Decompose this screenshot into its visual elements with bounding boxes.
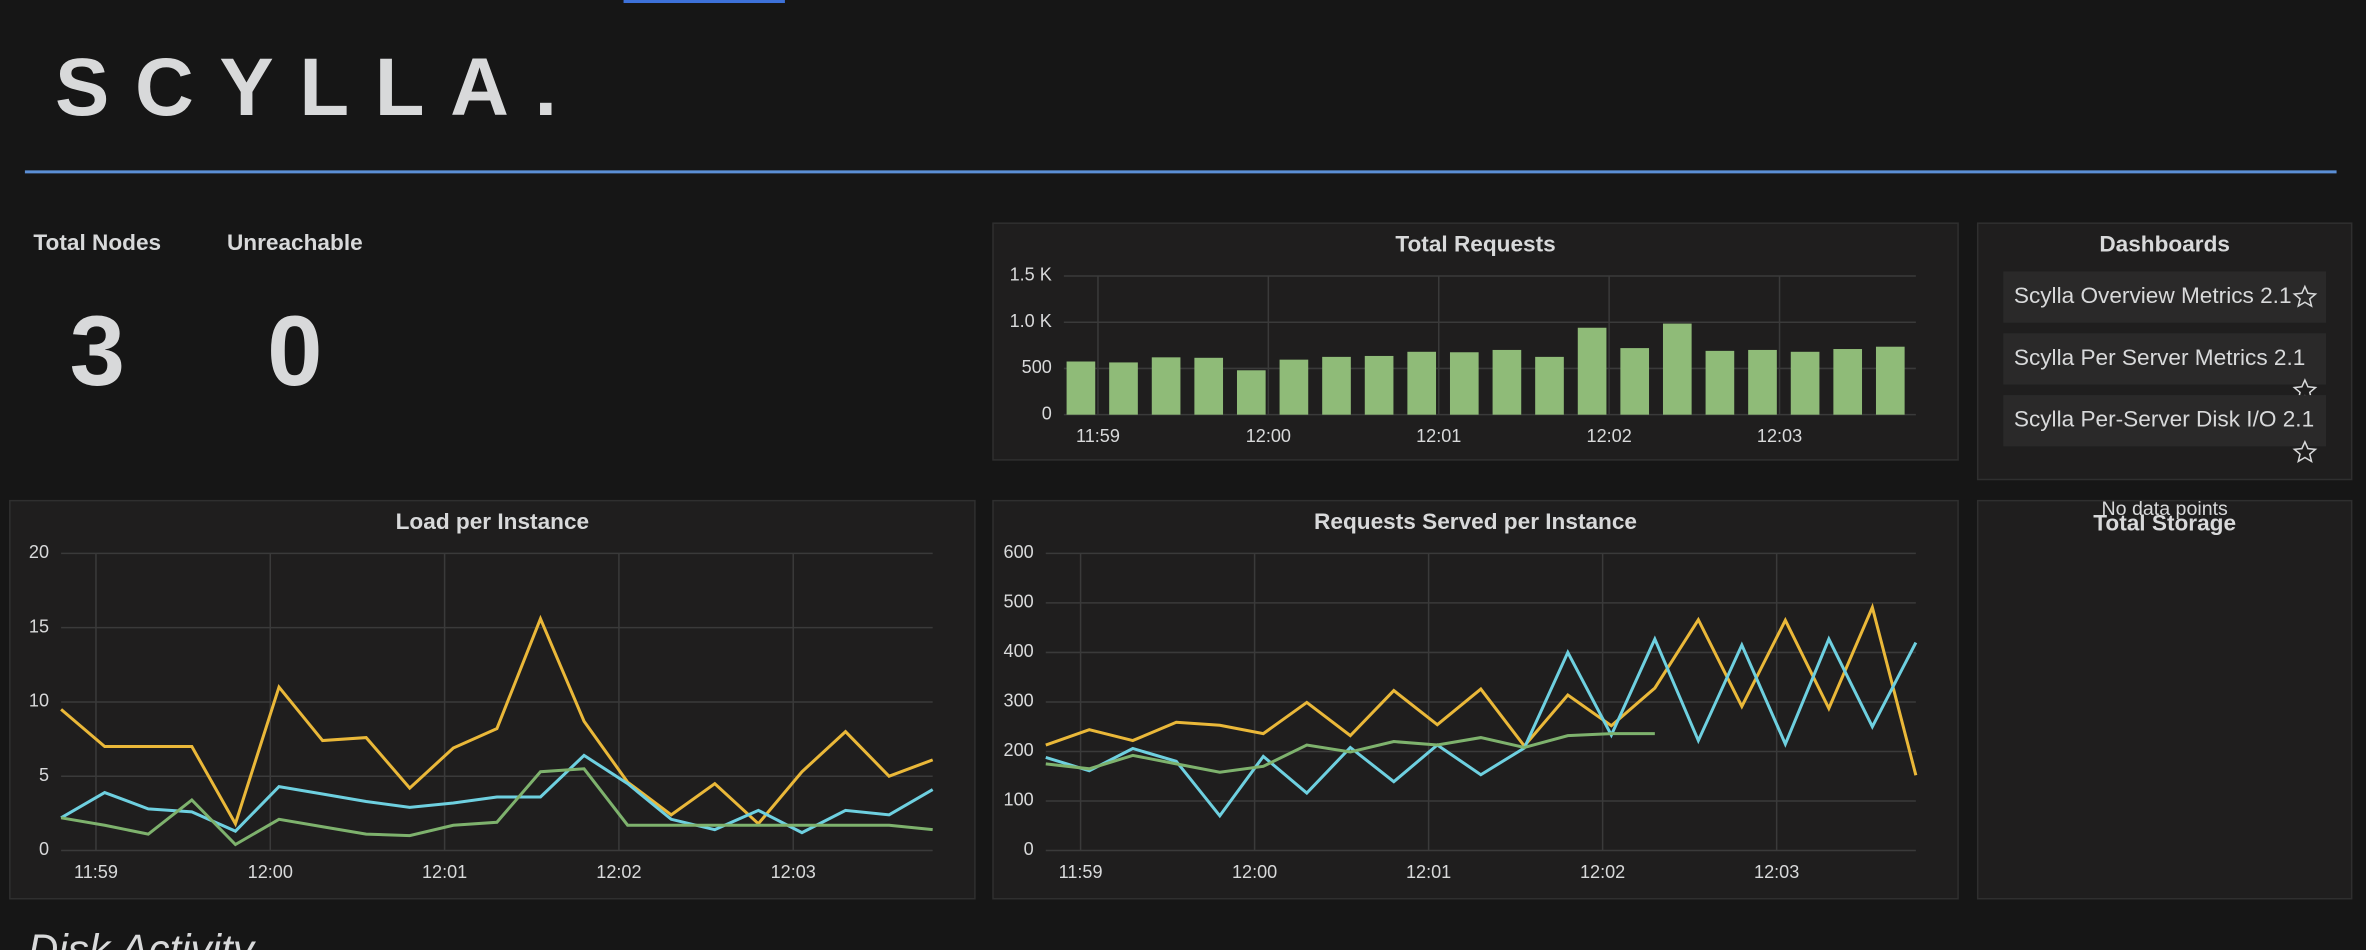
bar [1279, 359, 1309, 415]
y-tick-label: 1.0 K [1010, 311, 1052, 331]
y-tick-label: 500 [1004, 592, 1034, 612]
y-tick-label: 500 [1022, 357, 1052, 377]
x-tick-label: 12:02 [1587, 426, 1632, 446]
y-tick-label: 15 [29, 616, 49, 636]
series-line [1045, 602, 1918, 776]
y-tick-label: 0 [1042, 403, 1052, 423]
x-tick-label: 12:03 [1754, 862, 1799, 882]
y-tick-label: 300 [1004, 691, 1034, 711]
series-line [60, 767, 933, 847]
link-box[interactable] [2003, 395, 2327, 447]
x-tick-label: 12:03 [1757, 426, 1802, 446]
bar [1535, 356, 1564, 415]
panel-title: Total Storage [2093, 511, 2236, 536]
series-line [1045, 635, 1918, 819]
bar [1577, 327, 1607, 415]
x-tick-label: 12:01 [1406, 862, 1451, 882]
logo: SCYLLA. [55, 42, 583, 133]
y-tick-label: 600 [1004, 542, 1034, 562]
link-text[interactable]: Scylla Overview Metrics 2.1 [2014, 283, 2292, 308]
bar [1407, 351, 1437, 415]
chart-title: Load per Instance [396, 509, 589, 534]
chart-title: Requests Served per Instance [1314, 509, 1637, 534]
panel [992, 222, 1959, 461]
y-tick-label: 400 [1004, 641, 1034, 661]
top-accent [623, 0, 785, 4]
y-tick-label: 0 [39, 839, 49, 859]
bar [1705, 350, 1735, 415]
section-title: Disk Activity [28, 926, 257, 950]
chart-title: Total Requests [1395, 232, 1555, 257]
x-tick-label: 12:01 [422, 862, 467, 882]
x-tick-label: 12:00 [1246, 426, 1291, 446]
dashboard-link[interactable]: Scylla Overview Metrics 2.1 [2003, 271, 2327, 323]
bar [1790, 351, 1820, 415]
dashboard-link[interactable]: Scylla Per-Server Disk I/O 2.1 [2003, 395, 2327, 463]
x-tick-label: 12:00 [248, 862, 293, 882]
link-box[interactable] [2003, 271, 2327, 323]
star-icon[interactable] [2292, 439, 2318, 463]
x-tick-label: 11:59 [1059, 862, 1103, 882]
x-tick-label: 12:01 [1416, 426, 1461, 446]
link-text[interactable]: Scylla Per Server Metrics 2.1 [2014, 345, 2306, 370]
panel [992, 499, 1959, 900]
series-line [1045, 732, 1655, 774]
x-tick-label: 12:00 [1232, 862, 1277, 882]
x-tick-label: 12:03 [771, 862, 816, 882]
link-text[interactable]: Scylla Per-Server Disk I/O 2.1 [2014, 407, 2314, 432]
x-tick-label: 11:59 [74, 862, 118, 882]
y-tick-label: 200 [1004, 740, 1034, 760]
panel-title: Dashboards [2099, 232, 2230, 257]
no-data: No data points [2101, 498, 2228, 520]
bar [1236, 370, 1266, 415]
stat-value: 3 [70, 296, 125, 407]
dashboard-link[interactable]: Scylla Per Server Metrics 2.1 [2003, 333, 2327, 402]
star-icon[interactable] [2292, 284, 2318, 308]
x-tick-label: 11:59 [1076, 426, 1120, 446]
y-tick-label: 10 [29, 691, 49, 711]
panel [9, 499, 976, 900]
series-line [60, 614, 934, 828]
y-tick-label: 5 [39, 765, 49, 785]
y-tick-label: 20 [29, 542, 49, 562]
bar [1066, 361, 1096, 415]
bar [1364, 355, 1394, 415]
y-tick-label: 1.5 K [1010, 265, 1052, 285]
bar [1194, 357, 1224, 415]
bar [1875, 346, 1905, 415]
stat-value: 0 [267, 296, 322, 407]
x-tick-label: 12:02 [1580, 862, 1625, 882]
bar [1449, 352, 1479, 415]
x-tick-label: 12:02 [596, 862, 641, 882]
bar [1662, 323, 1692, 415]
y-tick-label: 0 [1024, 839, 1034, 859]
stat-label: Unreachable [227, 230, 363, 255]
bar [1109, 362, 1138, 415]
bar [1833, 349, 1863, 415]
link-box[interactable] [2003, 333, 2327, 385]
bar [1492, 349, 1522, 415]
bar [1151, 357, 1181, 415]
stat-label: Total Nodes [33, 230, 161, 255]
bar [1748, 349, 1777, 415]
y-tick-label: 100 [1004, 790, 1034, 810]
bar [1620, 348, 1650, 415]
bar [1322, 356, 1351, 415]
storage-panel [1976, 499, 2353, 900]
